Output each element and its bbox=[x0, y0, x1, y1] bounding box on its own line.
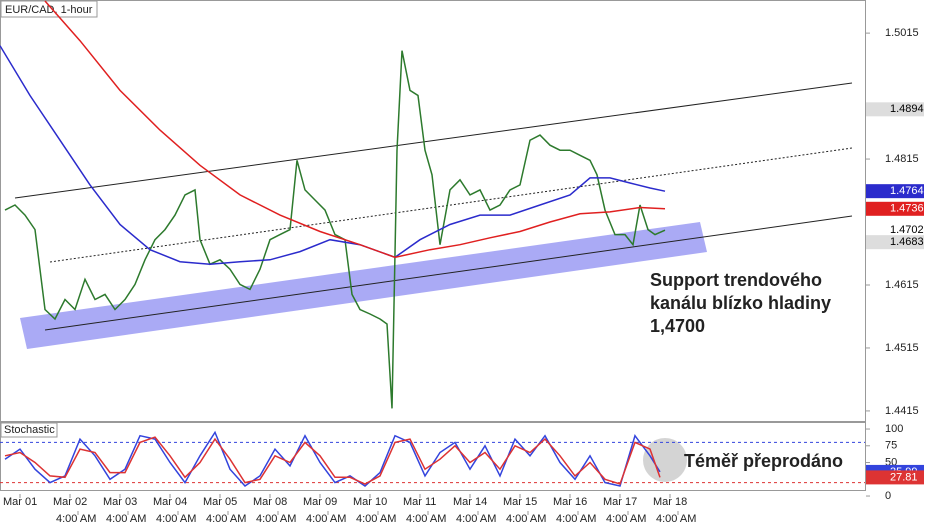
annotation: kanálu blízko hladiny bbox=[650, 293, 831, 313]
x-tick-label: 4:00 AM bbox=[156, 513, 196, 525]
series-line bbox=[4, 436, 661, 485]
annotation: Support trendového bbox=[650, 270, 822, 290]
y-tick-label: 1.5015 bbox=[885, 27, 919, 39]
stoch-title-box bbox=[0, 422, 58, 438]
x-tick-label: Mar 03 bbox=[103, 496, 137, 508]
main-panel bbox=[0, 0, 866, 422]
y-tick-label: 1.4815 bbox=[885, 153, 919, 165]
highlight-circle bbox=[643, 438, 687, 482]
y-tick-label: 0 bbox=[885, 490, 891, 502]
stoch-title: Stochastic bbox=[4, 424, 55, 436]
x-tick-label: Mar 14 bbox=[453, 496, 487, 508]
x-tick-label: Mar 09 bbox=[303, 496, 337, 508]
value-tag bbox=[866, 223, 924, 238]
x-tick-label: 4:00 AM bbox=[206, 513, 246, 525]
x-tick-label: Mar 10 bbox=[353, 496, 387, 508]
y-tick-label: 1.4615 bbox=[885, 279, 919, 291]
x-tick-label: 4:00 AM bbox=[556, 513, 596, 525]
x-tick-label: Mar 08 bbox=[253, 496, 287, 508]
y-tick-label: 75 bbox=[885, 440, 897, 452]
x-tick-label: 4:00 AM bbox=[106, 513, 146, 525]
x-tick-label: Mar 15 bbox=[503, 496, 537, 508]
series-line bbox=[44, 0, 666, 259]
price-marker-label: 1.4894 bbox=[890, 103, 924, 115]
chart-title: EUR/CAD, 1-hour bbox=[5, 4, 93, 16]
value-tag-label: 1.4764 bbox=[890, 185, 924, 197]
stoch-annotation: Téměř přeprodáno bbox=[684, 451, 843, 471]
annotation: 1,4700 bbox=[650, 316, 705, 336]
price-marker bbox=[866, 102, 924, 117]
x-tick-label: Mar 18 bbox=[653, 496, 687, 508]
channel-upper bbox=[14, 82, 853, 199]
price-marker-label: 1.4683 bbox=[890, 236, 924, 248]
x-tick-label: 4:00 AM bbox=[656, 513, 696, 525]
x-tick-label: 4:00 AM bbox=[56, 513, 96, 525]
x-tick-label: 4:00 AM bbox=[356, 513, 396, 525]
price-marker bbox=[866, 235, 924, 250]
series-line bbox=[4, 430, 661, 487]
y-tick-label: 1.4415 bbox=[885, 405, 919, 417]
x-tick-label: Mar 04 bbox=[153, 496, 187, 508]
value-tag bbox=[866, 201, 924, 216]
value-tag bbox=[866, 184, 924, 199]
x-tick-label: 4:00 AM bbox=[456, 513, 496, 525]
x-tick-label: Mar 11 bbox=[403, 496, 436, 508]
x-tick-label: 4:00 AM bbox=[606, 513, 646, 525]
x-tick-label: Mar 05 bbox=[203, 496, 237, 508]
stoch-panel bbox=[0, 422, 866, 491]
y-tick-label: 1.4515 bbox=[885, 342, 919, 354]
x-tick-label: Mar 02 bbox=[53, 496, 87, 508]
channel-middle bbox=[49, 147, 853, 263]
x-tick-label: Mar 16 bbox=[553, 496, 587, 508]
value-tag-label: 1.4702 bbox=[890, 224, 924, 236]
value-tag bbox=[866, 470, 924, 485]
x-tick-label: 4:00 AM bbox=[256, 513, 296, 525]
channel-lower bbox=[44, 215, 853, 331]
x-tick-label: 4:00 AM bbox=[306, 513, 346, 525]
value-tag-label: 27.81 bbox=[890, 471, 918, 483]
value-tag-label: 1.4736 bbox=[890, 203, 924, 215]
y-tick-label: 100 bbox=[885, 423, 903, 435]
x-tick-label: Mar 01 bbox=[3, 496, 37, 508]
x-tick-label: 4:00 AM bbox=[506, 513, 546, 525]
title-box bbox=[0, 0, 98, 18]
series-line bbox=[4, 50, 666, 409]
x-tick-label: 4:00 AM bbox=[406, 513, 446, 525]
x-tick-label: Mar 17 bbox=[603, 496, 637, 508]
